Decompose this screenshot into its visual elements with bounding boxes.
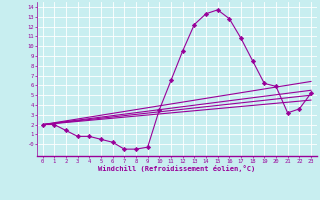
X-axis label: Windchill (Refroidissement éolien,°C): Windchill (Refroidissement éolien,°C) [98, 165, 255, 172]
